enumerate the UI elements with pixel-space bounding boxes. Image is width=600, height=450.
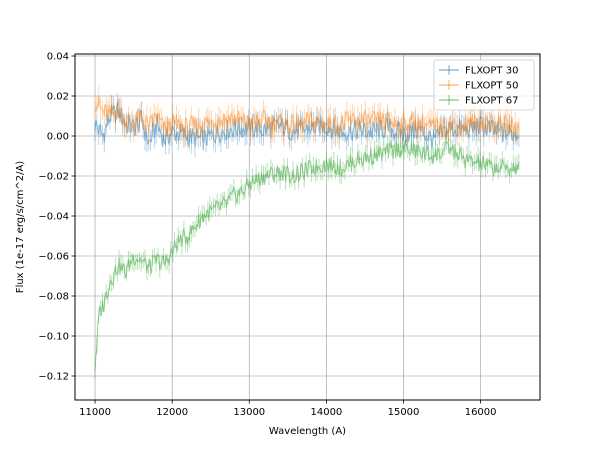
y-tick-label: −0.08 bbox=[38, 292, 69, 303]
grid bbox=[75, 54, 540, 400]
y-tick-label: −0.06 bbox=[38, 252, 69, 263]
series-flxopt-50 bbox=[94, 86, 520, 149]
series-line bbox=[94, 139, 520, 371]
plot-frame bbox=[74, 53, 541, 401]
y-tick-label: −0.02 bbox=[38, 172, 69, 183]
legend-label: FLXOPT 67 bbox=[465, 96, 518, 107]
y-axis-ticks: −0.12 −0.10 −0.08 −0.06 −0.04 −0.02 0.00 0.02 0.… bbox=[38, 52, 75, 383]
legend-item: FLXOPT 30 bbox=[439, 65, 518, 77]
series-line bbox=[94, 96, 520, 139]
x-tick-label: 16000 bbox=[465, 407, 497, 418]
y-tick-label: 0.00 bbox=[47, 132, 69, 143]
x-tick-label: 11000 bbox=[79, 407, 111, 418]
series-flxopt-67 bbox=[94, 134, 520, 379]
y-tick-label: −0.04 bbox=[38, 212, 69, 223]
legend-label: FLXOPT 50 bbox=[465, 81, 518, 92]
legend-label: FLXOPT 30 bbox=[465, 66, 518, 77]
x-tick-label: 15000 bbox=[388, 407, 420, 418]
y-tick-label: −0.12 bbox=[38, 372, 69, 383]
x-tick-label: 12000 bbox=[156, 407, 188, 418]
x-axis-ticks: 11000 12000 13000 14000 15000 16000 bbox=[79, 400, 497, 418]
legend-item: FLXOPT 67 bbox=[439, 95, 518, 107]
legend-item: FLXOPT 50 bbox=[439, 80, 518, 92]
legend-box bbox=[433, 59, 535, 111]
series-layer bbox=[94, 86, 520, 379]
legend: FLXOPT 30 FLXOPT 50 FLXOPT 67 bbox=[433, 59, 535, 111]
y-axis-label: Flux (1e-17 erg/s/cm^2/A) bbox=[15, 161, 26, 293]
x-tick-label: 14000 bbox=[310, 407, 342, 418]
y-tick-label: 0.02 bbox=[47, 92, 69, 103]
y-tick-label: −0.10 bbox=[38, 332, 69, 343]
x-tick-label: 13000 bbox=[233, 407, 265, 418]
x-axis-label: Wavelength (A) bbox=[269, 426, 346, 437]
y-tick-label: 0.04 bbox=[47, 52, 69, 63]
